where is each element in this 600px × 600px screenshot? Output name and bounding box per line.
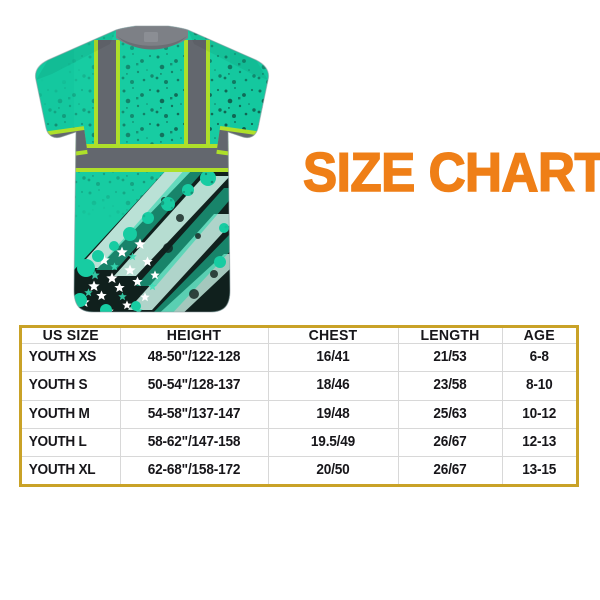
cell-length: 25/63 — [401, 400, 500, 429]
cell-us-size: YOUTH XL — [24, 456, 118, 484]
table-row: YOUTH XL 62-68"/158-172 20/50 26/67 13-1… — [22, 456, 576, 484]
cell-length: 26/67 — [401, 428, 500, 458]
cell-height: 58-62"/147-158 — [124, 428, 265, 458]
shirt-outline — [34, 25, 270, 313]
collar-tag — [144, 32, 158, 42]
table-row: YOUTH S 50-54"/128-137 18/46 23/58 8-10 — [22, 371, 576, 401]
cell-height: 54-58"/137-147 — [124, 400, 265, 429]
product-image-tshirt — [18, 18, 286, 318]
page-title: SIZE CHART — [302, 141, 600, 203]
size-chart-table: US SIZE HEIGHT CHEST LENGTH AGE YOUTH XS… — [22, 328, 576, 484]
table-row: YOUTH XS 48-50"/122-128 16/41 21/53 6-8 — [22, 343, 576, 373]
tshirt-illustration — [34, 25, 270, 313]
cell-chest: 20/50 — [271, 456, 395, 484]
cell-length: 26/67 — [401, 456, 500, 484]
column-header-length: LENGTH — [401, 328, 500, 344]
column-header-age: AGE — [504, 328, 574, 344]
cell-height: 62-68"/158-172 — [124, 456, 265, 484]
cell-age: 13-15 — [522, 462, 557, 479]
cell-chest: 18/46 — [271, 371, 395, 401]
table-row: YOUTH M 54-58"/137-147 19/48 25/63 10-12 — [22, 400, 576, 429]
cell-age: 6-8 — [504, 343, 574, 373]
shirt-collar — [116, 26, 188, 50]
cell-height: 48-50"/122-128 — [124, 343, 265, 373]
cell-length: 21/53 — [401, 343, 500, 373]
column-header-us-size: US SIZE — [24, 328, 118, 344]
cell-height: 50-54"/128-137 — [124, 371, 265, 401]
table-row: YOUTH L 58-62"/147-158 19.5/49 26/67 12-… — [22, 428, 576, 458]
cell-chest: 19.5/49 — [271, 428, 395, 458]
cell-us-size: YOUTH XS — [24, 343, 118, 373]
column-header-chest: CHEST — [271, 328, 395, 344]
cell-us-size: YOUTH L — [24, 428, 118, 458]
reflective-stripe-horizontal-chest — [35, 144, 269, 172]
cell-age: 12-13 — [504, 428, 574, 458]
shirt-body — [35, 26, 269, 312]
cell-us-size: YOUTH M — [24, 400, 118, 429]
distressed-flag-graphic — [74, 168, 230, 312]
cell-chest: 16/41 — [271, 343, 395, 373]
column-header-height: HEIGHT — [124, 328, 265, 344]
cell-us-size: YOUTH S — [24, 371, 118, 401]
size-chart-table-container: US SIZE HEIGHT CHEST LENGTH AGE YOUTH XS… — [19, 325, 579, 487]
cell-length: 23/58 — [401, 371, 500, 401]
table-header-row: US SIZE HEIGHT CHEST LENGTH AGE — [22, 328, 576, 344]
cell-age: 10-12 — [504, 400, 574, 429]
cell-age: 8-10 — [504, 371, 574, 401]
cell-chest: 19/48 — [271, 400, 395, 429]
